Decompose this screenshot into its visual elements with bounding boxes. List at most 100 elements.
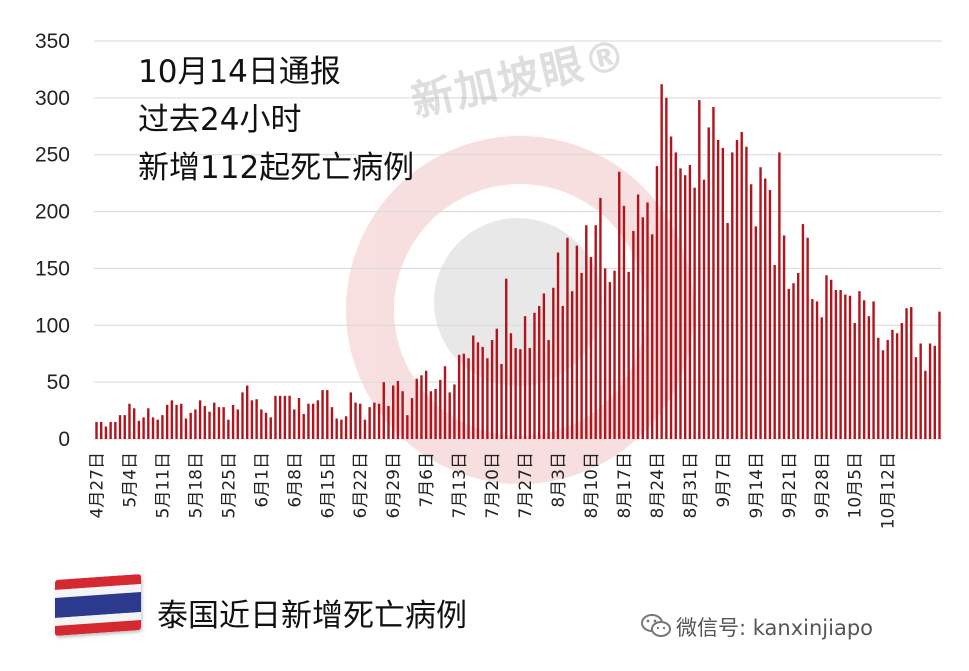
bar xyxy=(236,409,239,439)
bar xyxy=(735,139,739,439)
x-tick-label: 6月1日 xyxy=(252,452,272,508)
bar xyxy=(316,400,320,439)
bar xyxy=(147,408,150,439)
bar xyxy=(632,230,635,439)
bar xyxy=(175,404,178,439)
annotation-line-2: 过去24小时 xyxy=(138,102,302,138)
wechat-credit: 微信号: kanxinjiapo xyxy=(676,616,874,640)
bar xyxy=(905,308,908,439)
bar xyxy=(142,417,145,439)
y-tick-label: 100 xyxy=(35,314,70,337)
bar xyxy=(453,384,456,439)
bar xyxy=(217,407,221,439)
bar xyxy=(462,353,466,439)
bar xyxy=(100,421,103,439)
bar xyxy=(326,390,329,439)
x-tick-label: 9月14日 xyxy=(747,452,767,518)
x-tick-label: 6月22日 xyxy=(351,452,371,518)
bar xyxy=(410,398,414,439)
bar xyxy=(208,411,211,439)
x-tick-label: 5月4日 xyxy=(121,452,141,508)
legend-label: 泰国近日新增死亡病例 xyxy=(157,598,467,634)
bar xyxy=(198,400,202,439)
x-tick-label: 10月5日 xyxy=(846,452,866,518)
bar xyxy=(231,404,235,439)
bar xyxy=(552,287,555,439)
bar xyxy=(533,312,536,439)
bar xyxy=(269,417,272,439)
bar xyxy=(749,184,753,439)
bar xyxy=(768,189,772,439)
bar xyxy=(519,349,522,439)
bar xyxy=(330,407,334,439)
bar xyxy=(392,385,395,439)
x-tick-label: 6月29日 xyxy=(384,452,404,518)
bar xyxy=(702,179,706,440)
bar xyxy=(679,168,682,440)
bar xyxy=(161,415,164,439)
bar xyxy=(773,265,776,439)
bar xyxy=(486,358,489,439)
bar xyxy=(344,416,348,439)
bar xyxy=(589,257,593,439)
bar xyxy=(500,363,503,439)
bar xyxy=(853,323,856,439)
bar xyxy=(429,391,433,439)
x-tick-label: 9月7日 xyxy=(714,452,734,508)
bar xyxy=(194,409,197,439)
bar xyxy=(721,147,725,439)
bar xyxy=(434,388,437,439)
bar xyxy=(848,295,852,439)
bar xyxy=(919,343,922,439)
bar xyxy=(580,272,583,439)
bar xyxy=(726,222,729,439)
bar xyxy=(655,166,659,439)
bar xyxy=(415,378,418,439)
bar xyxy=(297,398,301,439)
bar xyxy=(368,407,371,439)
bar xyxy=(688,164,692,439)
bar xyxy=(608,282,612,439)
bar xyxy=(665,97,668,440)
bar xyxy=(118,415,122,439)
bar xyxy=(467,358,470,439)
bar xyxy=(311,403,315,439)
bar xyxy=(377,403,381,439)
bar xyxy=(862,300,866,439)
bar xyxy=(523,316,527,439)
bar xyxy=(698,100,701,439)
bar xyxy=(806,237,809,439)
bar xyxy=(335,418,338,439)
bar xyxy=(707,127,710,440)
bar xyxy=(288,395,291,439)
bar xyxy=(603,268,607,439)
bar xyxy=(764,178,767,439)
bar xyxy=(373,402,376,439)
bar xyxy=(387,406,390,439)
bar xyxy=(104,426,108,439)
bar xyxy=(495,328,499,439)
bar xyxy=(825,275,828,439)
bar xyxy=(754,226,758,439)
bar xyxy=(132,408,136,439)
bar xyxy=(566,237,569,439)
thailand-flag-icon xyxy=(55,573,141,636)
bar xyxy=(514,348,517,439)
bar xyxy=(886,340,889,439)
bar xyxy=(641,217,644,439)
bar xyxy=(246,385,249,439)
bar xyxy=(363,419,367,439)
bar xyxy=(260,409,263,439)
bar xyxy=(349,392,353,439)
bar xyxy=(170,400,174,439)
bar xyxy=(829,279,833,439)
bar xyxy=(184,418,188,439)
x-tick-label: 8月31日 xyxy=(681,452,701,518)
bar xyxy=(712,106,715,439)
bar xyxy=(151,417,155,439)
annotation-line-1: 10月14日通报 xyxy=(138,54,341,90)
bar xyxy=(401,391,404,439)
annotation-line-3: 新增112起死亡病例 xyxy=(138,150,415,186)
x-tick-label: 4月27日 xyxy=(88,452,108,518)
bar xyxy=(448,392,451,439)
